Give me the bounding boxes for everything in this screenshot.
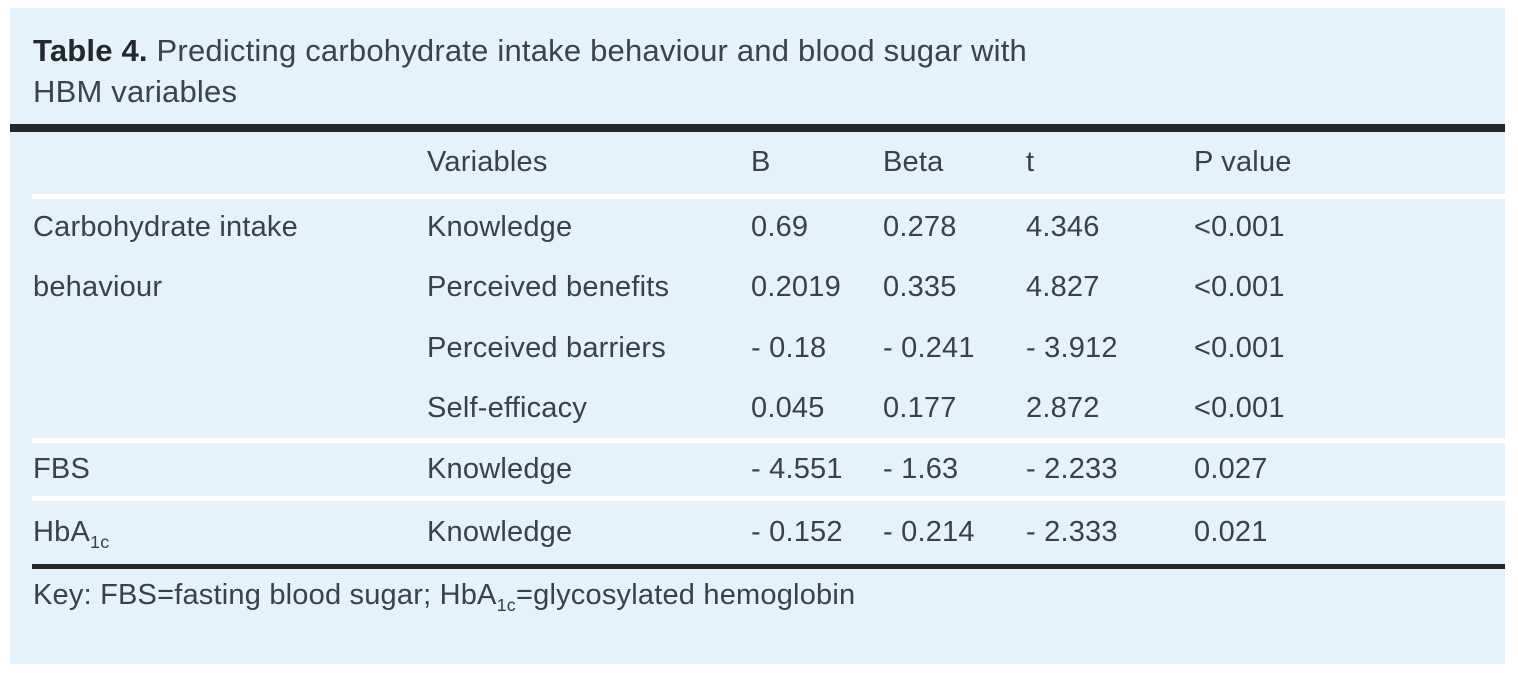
variable-cell: Perceived barriers [427, 332, 666, 364]
key-text-before: Key: FBS=fasting blood sugar; HbA [33, 578, 497, 611]
table-row: HbA1c Knowledge - 0.152 - 0.214 - 2.333 … [32, 498, 1505, 566]
table-row: FBS Knowledge - 4.551 - 1.63 - 2.233 0.0… [32, 440, 1505, 498]
group-cell [32, 318, 426, 379]
pvalue-cell: <0.001 [1194, 332, 1285, 364]
b-cell: 0.2019 [751, 271, 841, 303]
table-row: behaviour Perceived benefits 0.2019 0.33… [32, 257, 1505, 318]
col-header-variables: Variables [427, 146, 548, 179]
b-cell: 0.69 [751, 211, 809, 244]
col-header-t: t [1026, 146, 1035, 179]
table-caption: Predicting carbohydrate intake behaviour… [33, 33, 1027, 109]
t-cell: - 2.233 [1026, 452, 1118, 485]
beta-cell: 0.335 [883, 271, 957, 303]
table-panel: Table 4. Predicting carbohydrate intake … [10, 8, 1505, 664]
group-cell [32, 379, 426, 440]
t-cell: 4.827 [1026, 271, 1100, 303]
group-cell: HbA1c [33, 515, 110, 552]
beta-cell: 0.177 [883, 391, 957, 424]
table-number: Table 4. [33, 33, 148, 68]
pvalue-cell: <0.001 [1194, 391, 1285, 424]
pvalue-cell: <0.001 [1194, 271, 1285, 303]
col-header-beta: Beta [883, 146, 944, 179]
subscript-text: 1c [90, 531, 110, 552]
col-header-b: B [751, 146, 771, 179]
top-rule [10, 124, 1505, 132]
t-cell: - 3.912 [1026, 332, 1118, 364]
table-row: Self-efficacy 0.045 0.177 2.872 <0.001 [32, 379, 1505, 440]
group-cell: FBS [33, 452, 90, 485]
beta-cell: - 1.63 [883, 452, 959, 485]
variable-cell: Self-efficacy [427, 391, 588, 424]
col-header-pvalue: P value [1194, 146, 1292, 179]
b-cell: 0.045 [751, 391, 825, 424]
key-note: Key: FBS=fasting blood sugar; HbA1c=glyc… [33, 578, 1505, 615]
b-cell: - 0.152 [751, 515, 843, 548]
variable-cell: Perceived benefits [427, 271, 670, 303]
table-row: Perceived barriers - 0.18 - 0.241 - 3.91… [32, 318, 1505, 379]
header-row: Variables B Beta t P value [32, 132, 1505, 196]
variable-cell: Knowledge [427, 452, 573, 485]
beta-cell: - 0.241 [883, 332, 975, 364]
stats-table: Variables B Beta t P value Carbohydrate … [32, 132, 1505, 569]
group-cell: behaviour [33, 271, 163, 303]
t-cell: 4.346 [1026, 211, 1100, 244]
b-cell: - 4.551 [751, 452, 843, 485]
t-cell: 2.872 [1026, 391, 1100, 424]
beta-cell: - 0.214 [883, 515, 975, 548]
group-cell: Carbohydrate intake [33, 211, 298, 244]
col-header-group [32, 132, 426, 196]
table-row: Carbohydrate intake Knowledge 0.69 0.278… [32, 196, 1505, 257]
pvalue-cell: 0.027 [1194, 452, 1268, 485]
beta-cell: 0.278 [883, 211, 957, 244]
pvalue-cell: <0.001 [1194, 211, 1285, 244]
table-title: Table 4. Predicting carbohydrate intake … [10, 8, 1505, 112]
b-cell: - 0.18 [751, 332, 827, 364]
variable-cell: Knowledge [427, 211, 573, 244]
key-text-after: =glycosylated hemoglobin [516, 578, 856, 611]
subscript-text: 1c [496, 594, 516, 615]
variable-cell: Knowledge [427, 515, 573, 548]
t-cell: - 2.333 [1026, 515, 1118, 548]
pvalue-cell: 0.021 [1194, 515, 1268, 548]
